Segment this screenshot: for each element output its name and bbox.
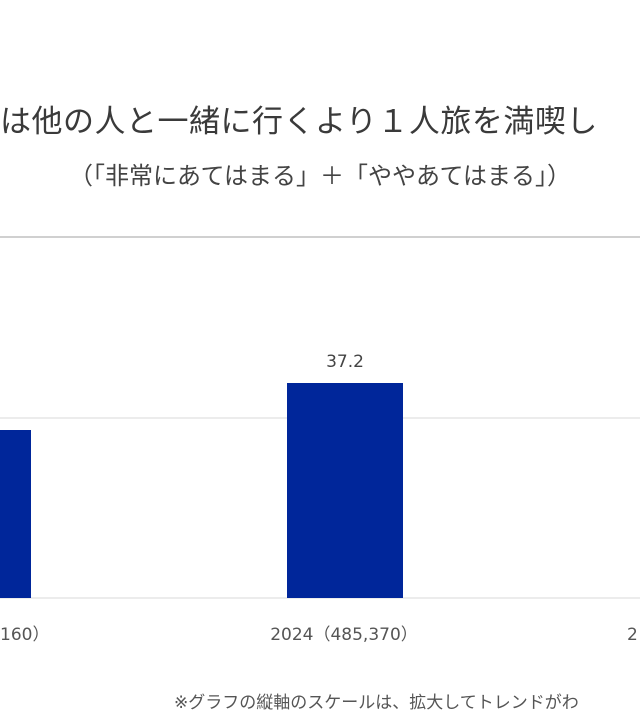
footnote: ※グラフの縦軸のスケールは、拡大してトレンドがわ xyxy=(174,693,579,713)
category-label-right: 2 xyxy=(627,625,638,645)
category-label-left: 160） xyxy=(0,625,49,645)
category-label-2024: 2024（485,370） xyxy=(270,625,418,645)
bar-2024 xyxy=(287,383,403,598)
chart-subtitle: （「非常にあてはまる」＋「ややあてはまる」） xyxy=(68,162,572,190)
chart-title: は他の人と一緒に行くより１人旅を満喫し xyxy=(0,104,598,140)
title-divider xyxy=(0,236,640,238)
data-label-2024: 37.2 xyxy=(326,352,364,372)
bar-left-partial xyxy=(0,430,31,598)
